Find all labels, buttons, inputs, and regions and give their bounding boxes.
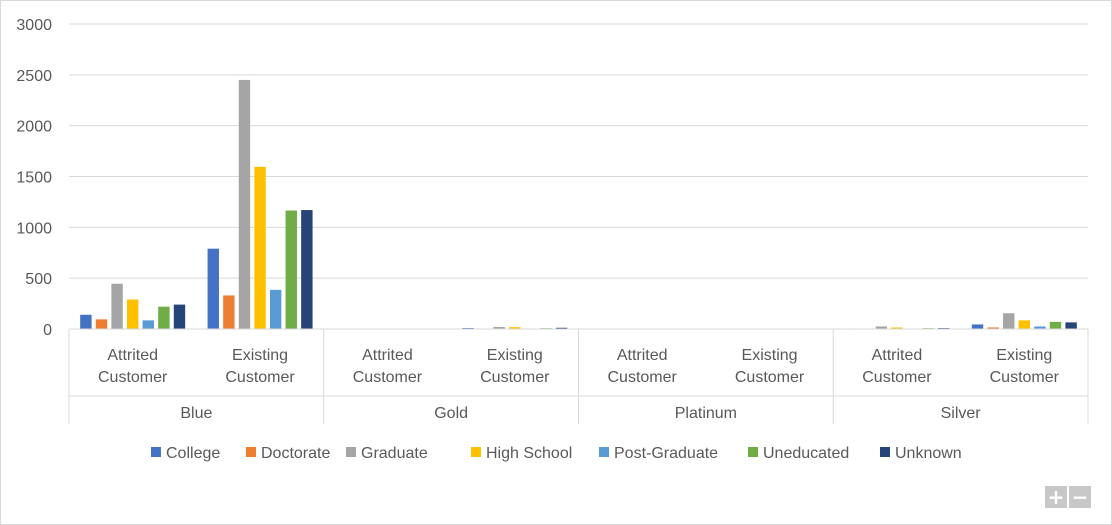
y-tick-label: 2000 [16,119,52,136]
bar [1065,322,1077,329]
bar [555,327,568,329]
category-label: Existing [487,347,543,364]
zoom-out-button[interactable]: − [1069,486,1091,508]
bar [462,327,474,329]
legend-label: High School [486,445,572,462]
legend-swatch [151,447,161,457]
bar [285,210,297,329]
category-label: Attrited [872,347,923,364]
legend-label: Post-Graduate [614,445,718,462]
y-axis-ticks: 0 500 1000 1500 2000 2500 3000 [16,17,52,339]
category-label: Customer [353,369,423,386]
bar [509,327,521,329]
bar [971,324,984,329]
bar [987,327,999,329]
bar [1003,313,1015,329]
bar [126,299,139,329]
legend: College Doctorate Graduate High School Post-… [151,445,962,462]
category-label: Customer [98,369,168,386]
legend-swatch [748,447,758,457]
category-label: Customer [480,369,550,386]
bar [158,306,170,329]
group-label: Blue [180,405,212,422]
legend-swatch [246,447,256,457]
x-axis: Attrited Customer Existing Customer Blue Attr… [68,328,1089,424]
category-label: Customer [735,369,805,386]
group-label: Silver [941,405,982,422]
zoom-in-button[interactable]: + [1045,486,1067,508]
legend-label: Unknown [895,445,962,462]
legend-label: Uneducated [763,445,849,462]
bar [269,289,282,329]
bar [80,314,92,329]
bar [238,79,251,330]
category-label: Attrited [362,347,413,364]
bar [254,166,266,329]
bar [1049,321,1062,329]
legend-label: College [166,445,220,462]
category-label: Customer [862,369,932,386]
legend-swatch [346,447,356,457]
group-label: Platinum [675,405,737,422]
bar [207,248,219,329]
legend-label: Doctorate [261,445,330,462]
y-tick-label: 2500 [16,68,52,85]
legend-swatch [599,447,609,457]
legend-swatch [880,447,890,457]
bar [142,320,154,329]
group-label: Gold [434,405,468,422]
category-label: Existing [742,347,798,364]
legend-swatch [471,447,481,457]
y-tick-label: 3000 [16,17,52,34]
y-tick-label: 1000 [16,220,52,237]
bar [95,319,108,329]
bar [223,295,235,329]
category-label: Customer [990,369,1060,386]
y-tick-label: 0 [43,322,52,339]
gridlines [69,23,1088,279]
category-label: Attrited [617,347,668,364]
bar [301,210,313,329]
legend-label: Graduate [361,445,428,462]
bar [1034,326,1046,329]
bar [891,327,903,329]
y-tick-label: 500 [25,271,52,288]
category-label: Existing [232,347,288,364]
bars [80,79,1077,330]
category-label: Customer [608,369,678,386]
category-label: Customer [225,369,295,386]
category-label: Attrited [107,347,158,364]
category-label: Existing [996,347,1052,364]
bar [875,326,888,329]
bar [111,283,123,329]
bar [173,304,186,329]
y-tick-label: 1500 [16,170,52,187]
bar [493,326,505,329]
bar [1018,320,1031,329]
